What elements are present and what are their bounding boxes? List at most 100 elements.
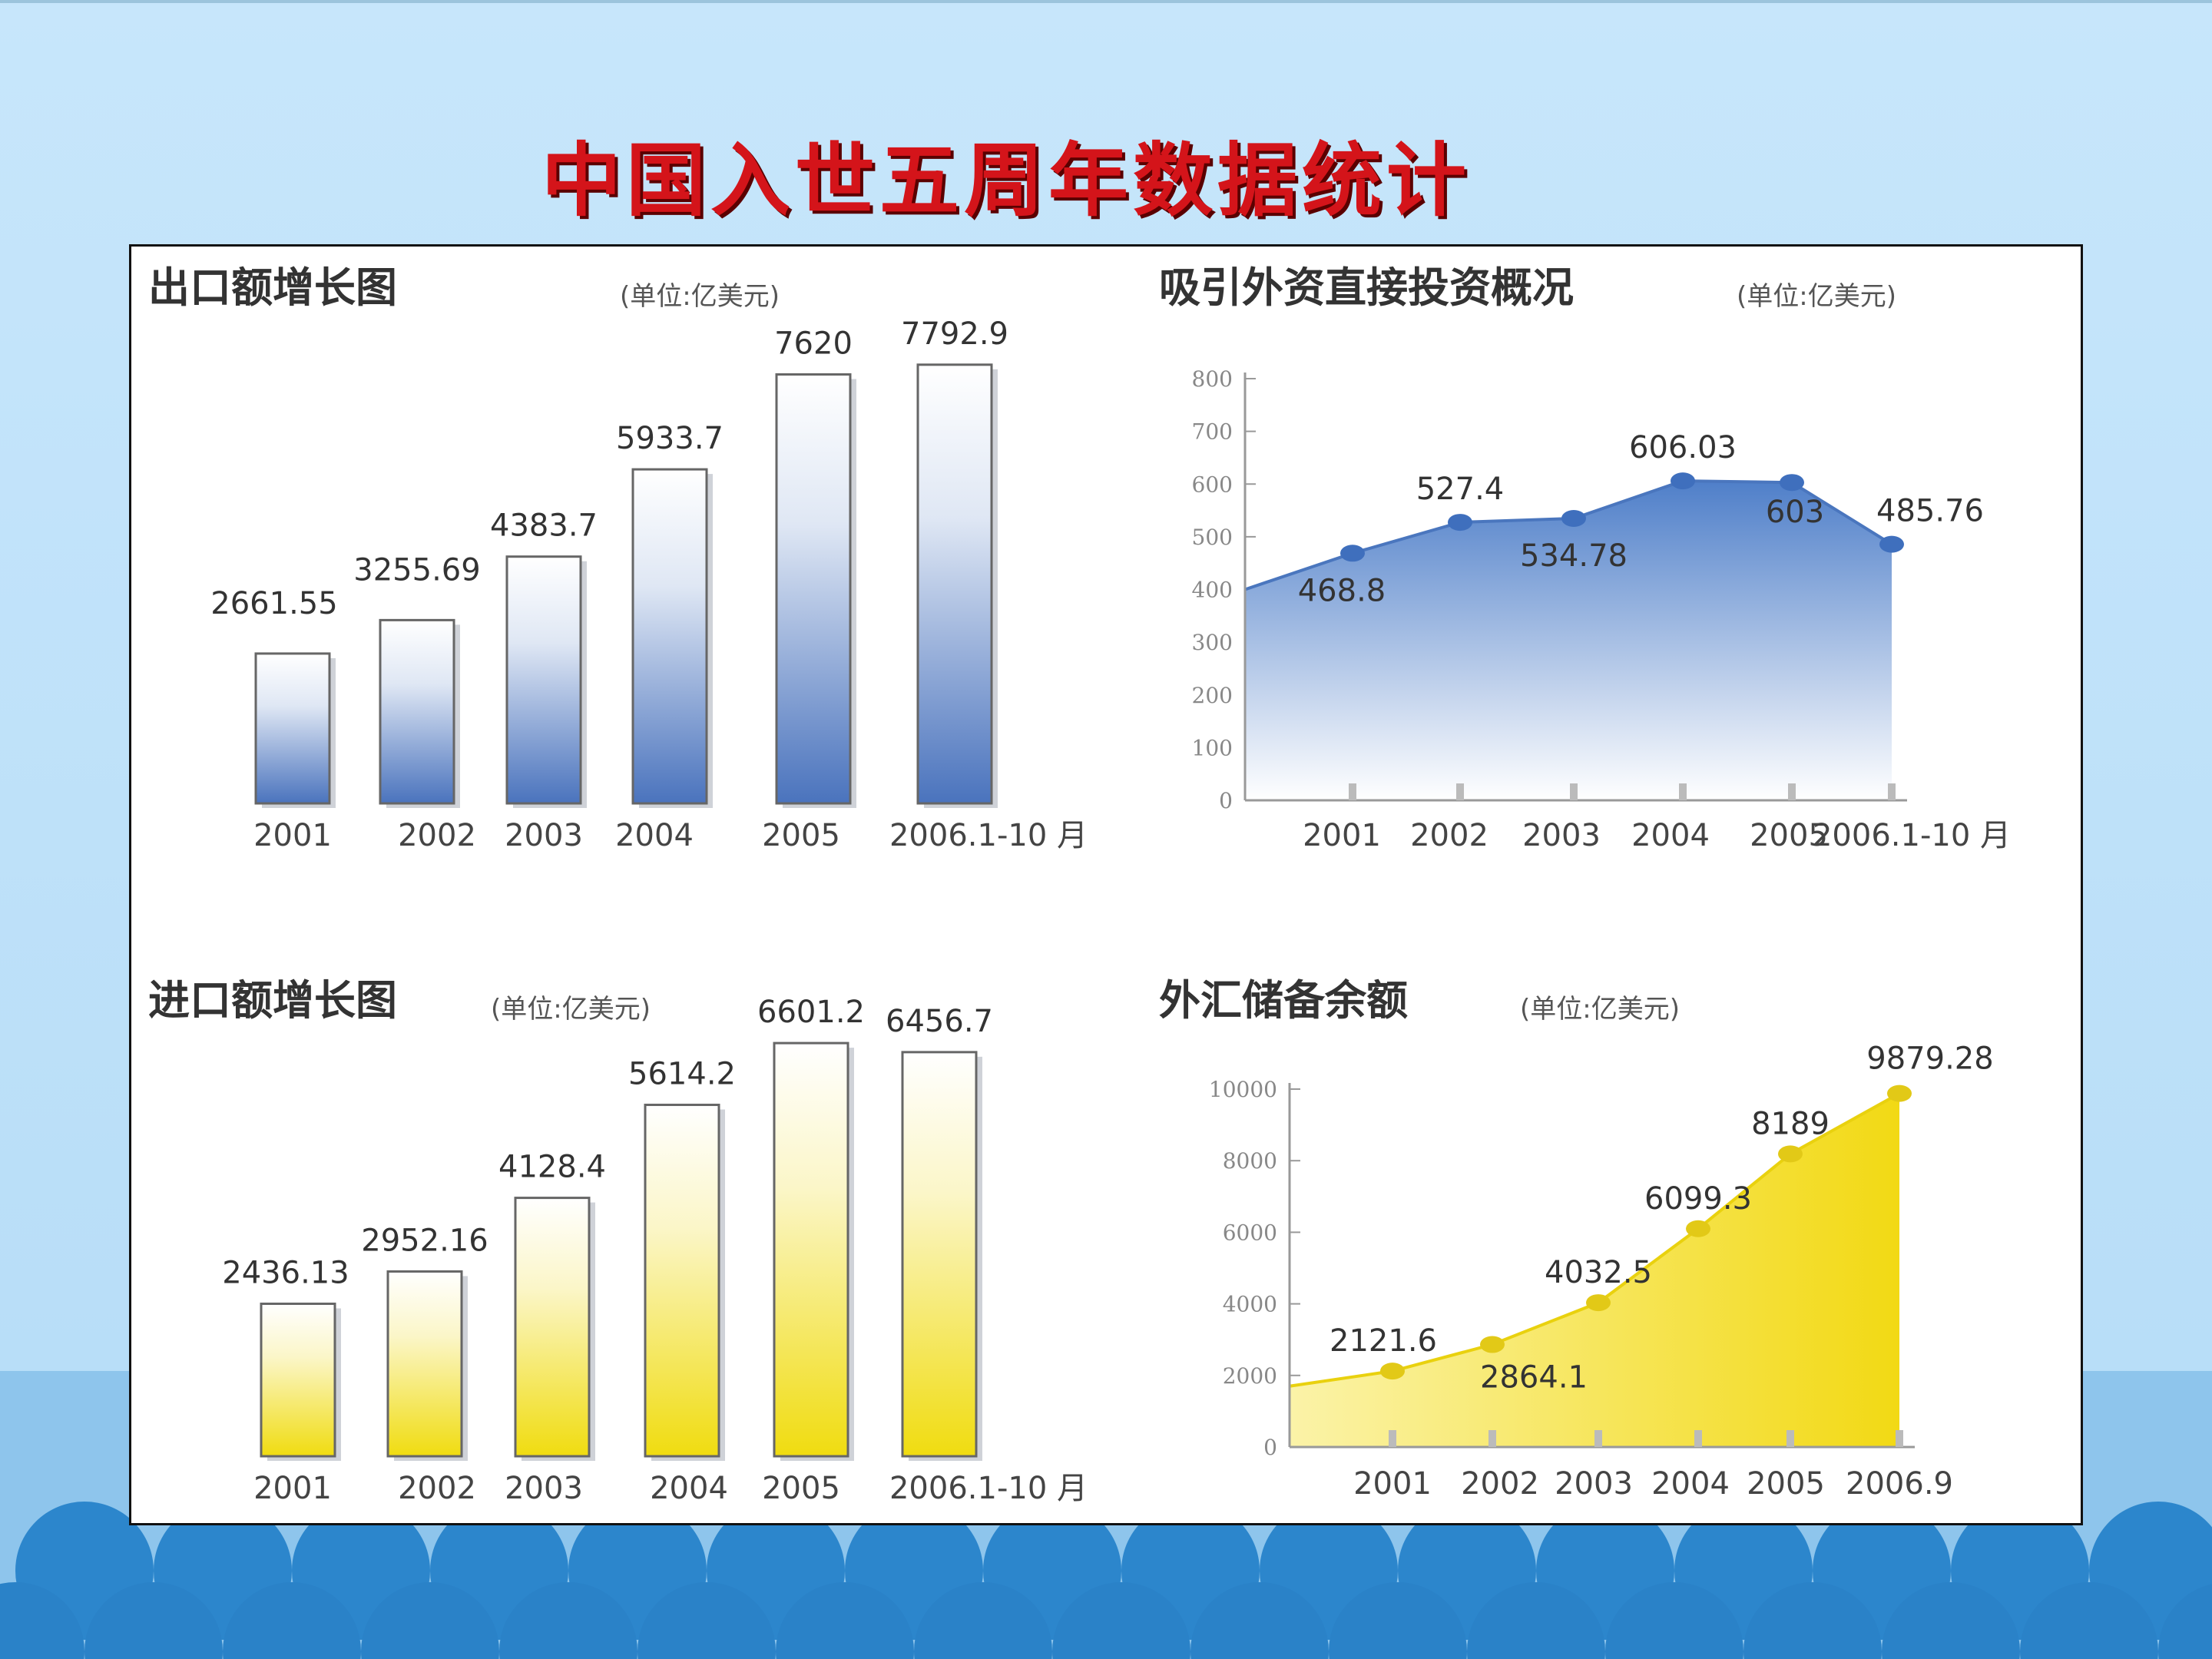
reserve-area-chart: 0 2000 4000 6000 8000 10000 2121.6 2001 2864.1 20… — [1209, 1041, 1994, 1502]
point-value-label: 2121.6 — [1330, 1323, 1437, 1359]
point-value-label: 606.03 — [1629, 430, 1737, 465]
bar — [254, 652, 331, 805]
x-tick — [1488, 1430, 1496, 1447]
data-point — [1340, 545, 1365, 562]
x-tick-label: 2005 — [762, 1471, 840, 1506]
x-tick-label: 2002 — [398, 1471, 476, 1506]
wave-arc — [776, 1582, 914, 1659]
x-tick-label: 2002 — [398, 818, 476, 853]
export-bar-chart: 2661.55 2001 3255.69 2002 4383.7 2003 5933.7 20… — [210, 316, 1088, 853]
data-point — [1480, 1336, 1505, 1353]
point-value-label: 534.78 — [1520, 538, 1628, 574]
y-tick-label: 100 — [1192, 735, 1233, 760]
bar — [260, 1302, 336, 1458]
charts-canvas: 出口额增长图 (单位:亿美元) 2661.5520013255.69200243… — [148, 263, 2011, 1506]
bar-value-label: 6601.2 — [757, 995, 865, 1030]
wave-arc — [84, 1582, 223, 1659]
point-value-label: 8189 — [1751, 1106, 1830, 1141]
y-tick-label: 0 — [1219, 788, 1233, 813]
x-tick-label: 2002 — [1461, 1466, 1539, 1502]
bar-value-label: 2436.13 — [222, 1255, 349, 1290]
wave-arc — [637, 1582, 776, 1659]
data-point — [1780, 474, 1804, 492]
data-point — [1561, 510, 1586, 528]
import-chart-unit: (单位:亿美元) — [491, 994, 651, 1025]
data-point — [1887, 1084, 1912, 1102]
bar — [916, 363, 993, 805]
bar — [773, 1041, 849, 1458]
point-value-label: 2864.1 — [1480, 1360, 1588, 1396]
point-value-label: 527.4 — [1416, 472, 1505, 507]
x-tick-label: 2003 — [505, 1471, 583, 1506]
wave-arc — [1743, 1582, 1882, 1659]
data-point — [1686, 1220, 1710, 1237]
y-tick-label: 10000 — [1209, 1077, 1277, 1102]
y-tick-label: 800 — [1192, 366, 1233, 392]
data-point — [1586, 1294, 1611, 1312]
x-tick — [1694, 1430, 1702, 1447]
x-tick-label: 2003 — [1555, 1466, 1633, 1502]
x-tick-label: 2005 — [762, 818, 840, 853]
import-bar-chart: 2436.13 2001 2952.16 2002 4128.4 2003 5614.2 20… — [222, 995, 1088, 1506]
point-value-label: 9879.28 — [1866, 1041, 1993, 1077]
bar-value-label: 3255.69 — [353, 552, 480, 588]
x-tick-label: 2004 — [1631, 818, 1710, 853]
x-tick-label: 2006.1-10 月 — [889, 1471, 1088, 1506]
wave-arc — [1605, 1582, 1743, 1659]
export-chart-unit: (单位:亿美元) — [620, 281, 780, 312]
bar-value-label: 7620 — [774, 326, 853, 361]
wave-arc — [1329, 1582, 1467, 1659]
point-value-label: 468.8 — [1298, 573, 1386, 608]
x-tick-label: 2001 — [253, 1471, 332, 1506]
x-tick — [1679, 783, 1687, 800]
point-value-label: 485.76 — [1876, 494, 1984, 529]
x-tick — [1788, 783, 1796, 800]
wave-arc — [1467, 1582, 1605, 1659]
point-value-label: 6099.3 — [1644, 1181, 1752, 1217]
x-tick-label: 2004 — [1651, 1466, 1730, 1502]
x-tick — [1389, 1430, 1396, 1447]
x-tick-label: 2003 — [1522, 818, 1601, 853]
wave-arc — [1052, 1582, 1190, 1659]
data-point — [1879, 535, 1904, 553]
bar-value-label: 7792.9 — [901, 316, 1008, 352]
x-tick-label: 2006.1-10 月 — [1813, 818, 2011, 853]
point-value-label: 603 — [1766, 495, 1824, 530]
x-tick-label: 2005 — [1747, 1466, 1825, 1502]
bar-value-label: 2661.55 — [210, 586, 337, 621]
data-point — [1380, 1363, 1405, 1380]
fdi-chart-title: 吸引外资直接投资概况 — [1159, 263, 1574, 312]
y-tick-label: 600 — [1192, 472, 1233, 497]
fdi-area-chart: 0 100 200 300 400 500 600 700 800 468.8 2001 527.4 2… — [1192, 366, 2011, 853]
wave-arc — [0, 1582, 84, 1659]
fdi-chart-unit: (单位:亿美元) — [1737, 281, 1896, 312]
reserve-chart-title: 外汇储备余额 — [1159, 975, 1408, 1025]
bar-value-label: 4128.4 — [498, 1150, 606, 1185]
wave-decoration — [0, 1582, 2212, 1659]
wave-arc — [1882, 1582, 2020, 1659]
y-tick-label: 200 — [1192, 683, 1233, 708]
area-fill — [1245, 481, 1892, 800]
bar — [514, 1197, 591, 1458]
y-tick-label: 400 — [1192, 578, 1233, 603]
import-chart-title: 进口额增长图 — [148, 975, 397, 1025]
bar-value-label: 5933.7 — [616, 421, 724, 456]
wave-arc — [361, 1582, 499, 1659]
y-tick-label: 8000 — [1223, 1148, 1277, 1174]
bar-value-label: 2952.16 — [361, 1223, 488, 1258]
x-tick-label: 2006.1-10 月 — [889, 818, 1088, 853]
slide-title: 中国入世五周年数据统计 — [541, 133, 1471, 227]
point-value-label: 4032.5 — [1545, 1255, 1652, 1290]
x-tick — [1570, 783, 1578, 800]
y-tick-label: 700 — [1192, 419, 1233, 445]
bar — [379, 618, 455, 805]
data-point — [1671, 472, 1695, 490]
x-tick — [1594, 1430, 1602, 1447]
x-tick-label: 2001 — [1303, 818, 1381, 853]
wave-arc — [1190, 1582, 1329, 1659]
y-tick-label: 0 — [1263, 1435, 1277, 1460]
bar-value-label: 5614.2 — [628, 1057, 736, 1092]
x-tick-label: 2006.9 — [1846, 1466, 1953, 1502]
bar-value-label: 6456.7 — [886, 1004, 993, 1039]
x-tick — [1888, 783, 1896, 800]
